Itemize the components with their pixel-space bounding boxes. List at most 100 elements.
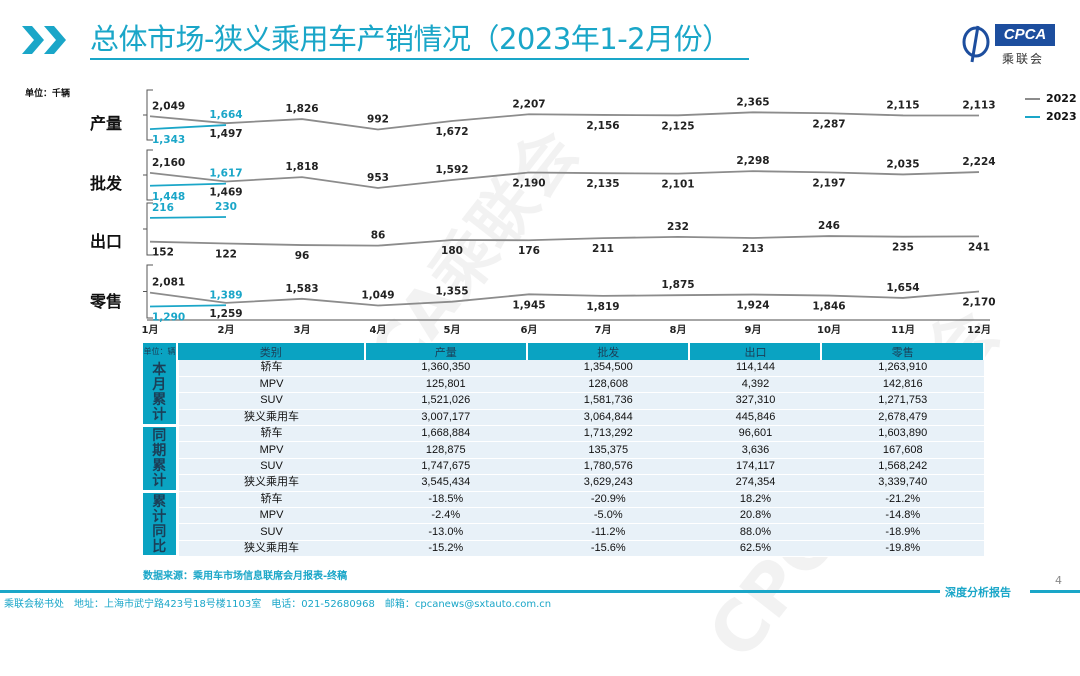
value-cell: 4,392 (689, 376, 822, 394)
data-label: 216 (152, 202, 174, 214)
x-tick-label: 8月 (670, 324, 687, 336)
value-cell: 20.8% (689, 507, 822, 525)
table-row: 狭义乘用车 3,007,177 3,064,844 445,846 2,678,479 (143, 409, 984, 427)
data-label: 1,448 (152, 191, 185, 203)
data-label: 1,469 (209, 187, 242, 199)
col-header: 出口 (689, 343, 823, 360)
value-cell: 174,117 (689, 458, 822, 476)
data-label: 2,190 (512, 178, 545, 190)
value-cell: 1,603,890 (821, 425, 984, 443)
data-label: 2,113 (962, 99, 995, 111)
data-label: 1,497 (209, 128, 242, 140)
panel-bracket (143, 202, 153, 256)
value-cell: -2.4% (364, 507, 528, 525)
table-row: 本月累计 轿车 1,360,350 1,354,500 114,144 1,263,910 (143, 360, 984, 428)
data-label: 176 (518, 245, 540, 257)
table-row: SUV 1,521,026 1,581,736 327,310 1,271,753 (143, 392, 984, 410)
x-tick-label: 4月 (370, 324, 387, 336)
data-label: 2,365 (736, 96, 769, 108)
value-cell: 1,263,910 (821, 360, 984, 377)
group-label-text: 同期累计 (152, 427, 167, 489)
value-cell: -19.8% (821, 540, 984, 558)
value-cell: -20.9% (527, 491, 690, 509)
category-cell: MPV (177, 376, 365, 394)
value-cell: 445,846 (689, 409, 822, 427)
table-row: 狭义乘用车 3,545,434 3,629,243 274,354 3,339,740 (143, 474, 984, 492)
data-label: 1,924 (736, 300, 769, 312)
table-row: MPV 128,875 135,375 3,636 167,608 (143, 441, 984, 459)
data-label: 1,818 (285, 161, 318, 173)
value-cell: -5.0% (527, 507, 690, 525)
category-cell: SUV (177, 392, 365, 410)
data-label: 86 (371, 230, 386, 242)
category-cell: SUV (177, 523, 365, 541)
x-tick-label: 1月 (142, 324, 159, 336)
chevron-icon (22, 26, 66, 54)
data-label: 2,160 (152, 157, 185, 169)
value-cell: -14.8% (821, 507, 984, 525)
value-cell: -18.9% (821, 523, 984, 541)
table-row: 狭义乘用车 -15.2% -15.6% 62.5% -19.8% (143, 540, 984, 558)
group-label-text: 本月累计 (152, 361, 167, 423)
value-cell: 1,713,292 (527, 425, 690, 443)
group-label-text: 累计同比 (152, 492, 167, 554)
value-cell: 62.5% (689, 540, 822, 558)
value-cell: 1,747,675 (364, 458, 528, 476)
data-label: 1,389 (209, 289, 242, 301)
x-tick-label: 2月 (218, 324, 235, 336)
category-cell: 狭义乘用车 (177, 540, 365, 558)
table-row: SUV -13.0% -11.2% 88.0% -18.9% (143, 523, 984, 541)
x-tick-label: 6月 (521, 324, 538, 336)
legend-item: 2022 (1025, 92, 1077, 105)
value-cell: 128,608 (527, 376, 690, 394)
value-cell: 2,678,479 (821, 409, 984, 427)
category-cell: 轿车 (177, 491, 365, 509)
category-cell: 轿车 (177, 360, 365, 377)
data-label: 2,197 (812, 177, 845, 189)
footer-divider (0, 590, 940, 593)
panel-label: 零售 (90, 292, 123, 311)
category-cell: SUV (177, 458, 365, 476)
data-label: 2,156 (586, 120, 619, 132)
series-line-2022 (149, 111, 980, 131)
series-line-2023 (149, 182, 227, 187)
table-row: SUV 1,747,675 1,780,576 174,117 1,568,242 (143, 458, 984, 476)
data-label: 2,081 (152, 277, 185, 289)
data-label: 1,343 (152, 134, 185, 146)
series-line-2022 (149, 235, 980, 247)
panel-bracket (143, 149, 153, 201)
value-cell: 125,801 (364, 376, 528, 394)
data-label: 2,170 (962, 297, 995, 309)
data-label: 2,135 (586, 178, 619, 190)
value-cell: 167,608 (821, 441, 984, 459)
panel-bracket (143, 89, 153, 141)
value-cell: 135,375 (527, 441, 690, 459)
value-cell: 3,007,177 (364, 409, 528, 427)
data-label: 992 (367, 113, 389, 125)
footer-divider (1030, 590, 1080, 593)
data-source: 数据来源：乘用车市场信息联席会月报表-终稿 (143, 571, 348, 582)
data-label: 1,846 (812, 301, 845, 313)
data-label: 1,664 (209, 109, 242, 121)
category-cell: MPV (177, 507, 365, 525)
panel-label: 批发 (90, 174, 123, 193)
panel-bracket (143, 264, 153, 319)
data-label: 1,654 (886, 282, 919, 294)
data-label: 2,224 (962, 156, 995, 168)
table-row: MPV 125,801 128,608 4,392 142,816 (143, 376, 984, 394)
data-label: 2,115 (886, 99, 919, 111)
data-label: 2,101 (661, 179, 694, 191)
unit-header: 单位：辆 (143, 343, 178, 360)
value-cell: 1,271,753 (821, 392, 984, 410)
value-cell: 327,310 (689, 392, 822, 410)
cpca-emblem-icon (962, 25, 990, 63)
legend-swatch (1025, 115, 1040, 118)
panel-label: 产量 (90, 114, 123, 133)
data-label: 180 (441, 245, 463, 257)
legend-label: 2023 (1046, 110, 1077, 123)
category-cell: 狭义乘用车 (177, 474, 365, 492)
x-tick-label: 9月 (745, 324, 762, 336)
data-label: 1,945 (512, 299, 545, 311)
value-cell: 3,064,844 (527, 409, 690, 427)
data-label: 1,355 (435, 286, 468, 298)
